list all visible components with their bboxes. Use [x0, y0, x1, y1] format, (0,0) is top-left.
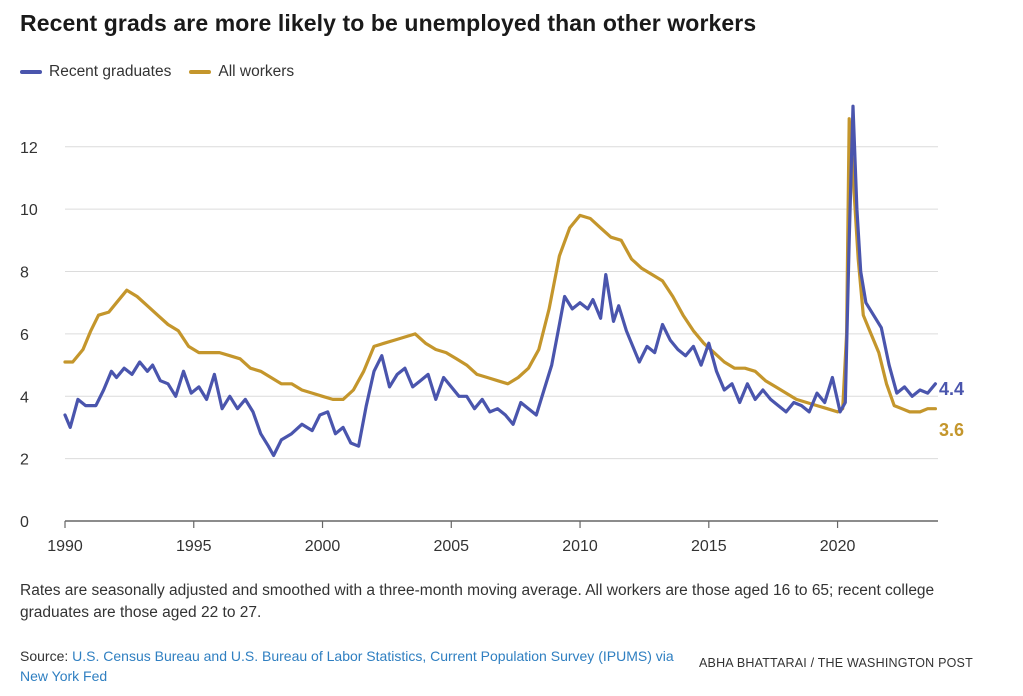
chart-note: Rates are seasonally adjusted and smooth…: [20, 582, 935, 621]
legend-label-recent-graduates: Recent graduates: [49, 63, 172, 80]
legend-item-all-workers: All workers: [189, 63, 294, 81]
end-label-recent-graduates: 4.4: [939, 379, 964, 399]
series-line-all-workers: [63, 117, 937, 414]
x-tick-label: 2020: [820, 538, 856, 555]
end-labels: 4.4 3.6: [939, 379, 964, 440]
source-link[interactable]: U.S. Census Bureau and U.S. Bureau of La…: [20, 648, 674, 684]
line-chart: 0 2 4 6 8 10 12 1990 1995 2000 2005 2010 2015 2020 4…: [20, 104, 964, 555]
y-tick-label: 8: [20, 265, 29, 282]
x-tick-label: 2005: [433, 538, 469, 555]
y-axis-tick-labels: 0 2 4 6 8 10 12: [20, 140, 38, 531]
x-axis: 1990 1995 2000 2005 2010 2015 2020: [47, 520, 938, 555]
y-tick-label: 2: [20, 452, 29, 469]
x-tick-label: 2010: [562, 538, 598, 555]
legend: Recent graduates All workers: [20, 63, 312, 81]
y-tick-label: 0: [20, 514, 29, 531]
x-tick-label: 2015: [691, 538, 727, 555]
credit-line: ABHA BHATTARAI / THE WASHINGTON POST: [699, 656, 973, 670]
x-tick-label: 2000: [305, 538, 341, 555]
y-tick-label: 12: [20, 140, 38, 157]
legend-swatch-all-workers: [189, 70, 212, 74]
series-lines: [63, 104, 937, 458]
x-tick-label: 1995: [176, 538, 212, 555]
y-tick-label: 4: [20, 389, 29, 406]
end-label-all-workers: 3.6: [939, 420, 964, 440]
source-prefix: Source:: [20, 648, 73, 664]
legend-item-recent-graduates: Recent graduates: [20, 63, 171, 81]
source-line: Source: U.S. Census Bureau and U.S. Bure…: [20, 646, 680, 686]
y-tick-label: 6: [20, 327, 29, 344]
y-tick-label: 10: [20, 202, 38, 219]
legend-label-all-workers: All workers: [218, 63, 295, 80]
series-line-recent-graduates: [63, 104, 937, 458]
chart-title: Recent grads are more likely to be unemp…: [20, 10, 757, 36]
x-tick-label: 1990: [47, 538, 83, 555]
legend-swatch-recent-graduates: [20, 70, 42, 74]
